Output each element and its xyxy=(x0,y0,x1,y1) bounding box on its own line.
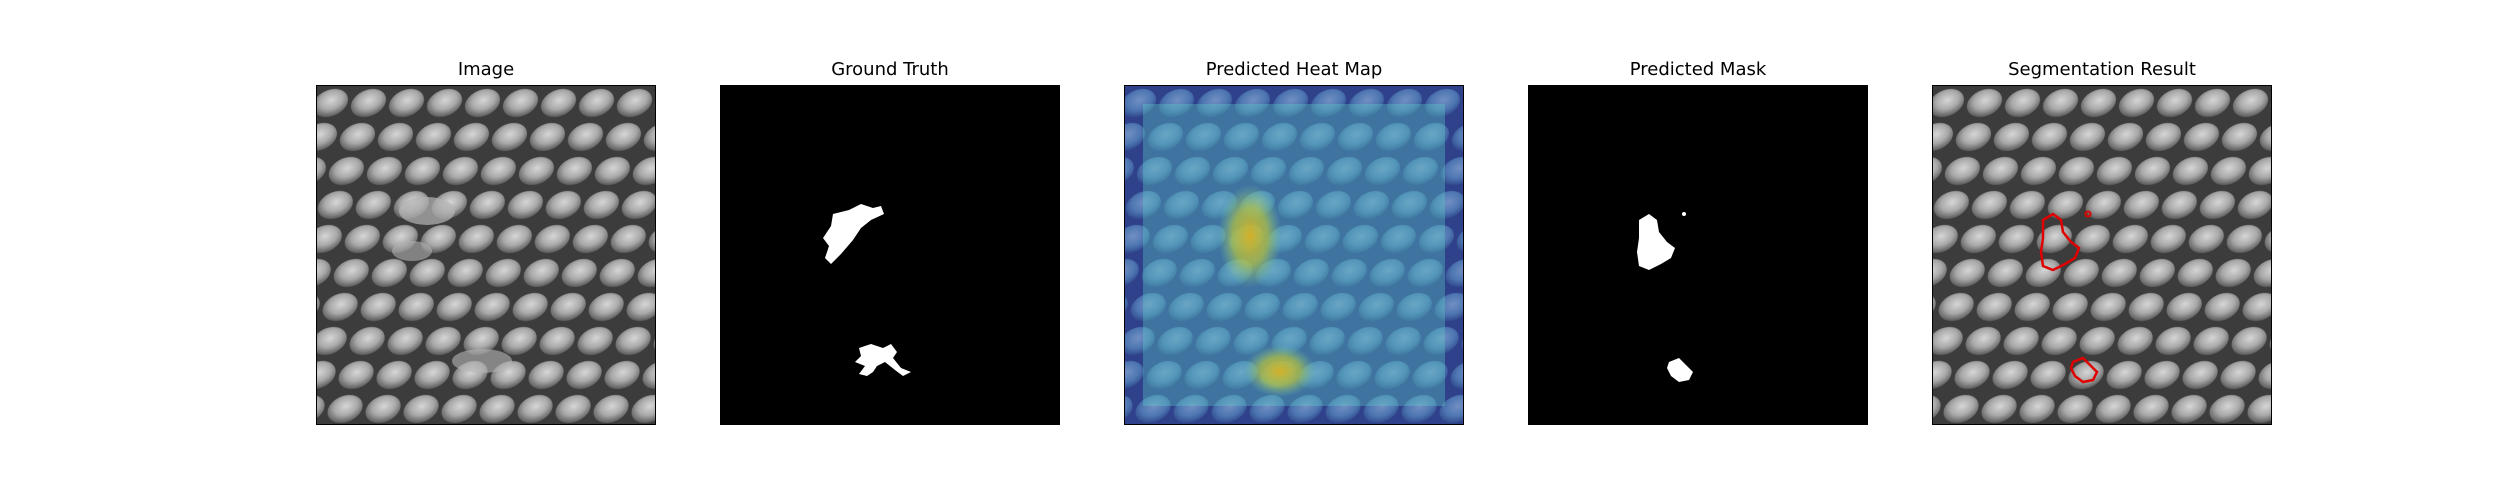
panel-title-heat-map: Predicted Heat Map xyxy=(1205,59,1383,80)
heat-map-image xyxy=(1124,85,1464,425)
image-texture xyxy=(316,85,656,425)
panel-image: Image xyxy=(316,0,656,500)
panel-ground-truth: Ground Truth xyxy=(720,0,1060,500)
panel-heat-map: Predicted Heat Map xyxy=(1124,0,1464,500)
predicted-mask-image xyxy=(1528,85,1868,425)
panel-predicted-mask: Predicted Mask xyxy=(1528,0,1868,500)
panel-title-segmentation-result: Segmentation Result xyxy=(2008,59,2196,80)
segmentation-image xyxy=(1932,85,2272,425)
ground-truth-mask xyxy=(720,85,1060,425)
panel-title-ground-truth: Ground Truth xyxy=(831,59,949,80)
panel-segmentation-result: Segmentation Result xyxy=(1932,0,2272,500)
panel-title-image: Image xyxy=(457,59,515,80)
panel-title-predicted-mask: Predicted Mask xyxy=(1629,59,1767,80)
